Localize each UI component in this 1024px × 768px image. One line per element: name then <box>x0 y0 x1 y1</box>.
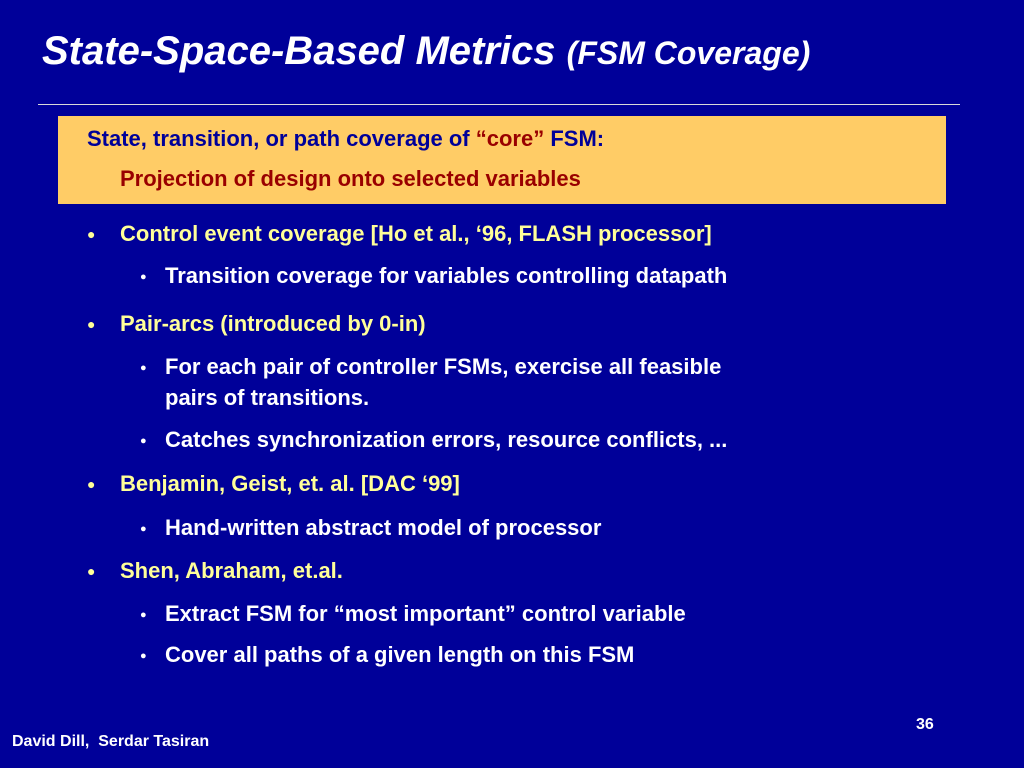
slide-title-main: State-Space-Based Metrics <box>42 29 556 73</box>
highlight-box <box>58 116 946 204</box>
bullet-dot-icon: ● <box>87 226 96 242</box>
sub-bullet-text: pairs of transitions. <box>165 385 370 410</box>
sub-bullet-text: For each pair of controller FSMs, exerci… <box>165 354 722 379</box>
bullet-text: Benjamin, Geist, et. al. [DAC ‘99] <box>120 471 460 496</box>
sub-bullet-dot-icon: ● <box>140 523 147 535</box>
footer-authors: David Dill, Serdar Tasiran <box>12 733 210 750</box>
sub-bullet-text: Transition coverage for variables contro… <box>165 263 728 288</box>
page-number: 36 <box>916 716 934 733</box>
bullet-dot-icon: ● <box>87 316 96 332</box>
title-divider <box>38 104 960 105</box>
sub-bullet-text: Extract FSM for “most important” control… <box>165 601 686 626</box>
sub-bullet-dot-icon: ● <box>140 271 147 283</box>
sub-bullet-text: Cover all paths of a given length on thi… <box>165 642 635 667</box>
sub-bullet-dot-icon: ● <box>140 609 147 621</box>
sub-bullet-dot-icon: ● <box>140 362 147 374</box>
bullet-dot-icon: ● <box>87 563 96 579</box>
bullet-text: Pair-arcs (introduced by 0-in) <box>120 311 426 336</box>
highlight-line-1: State, transition, or path coverage of “… <box>87 124 604 154</box>
highlight-line-1-prefix: State, transition, or path coverage of <box>87 126 476 151</box>
sub-bullet-text: Hand-written abstract model of processor <box>165 515 602 540</box>
sub-bullet-text: Catches synchronization errors, resource… <box>165 427 728 452</box>
slide-title: State-Space-Based Metrics (FSM Coverage) <box>42 24 810 80</box>
slide-title-sub: (FSM Coverage) <box>566 35 811 71</box>
highlight-core-word: “core” <box>475 126 545 151</box>
highlight-line-2: Projection of design onto selected varia… <box>120 166 581 191</box>
bullet-text: Control event coverage [Ho et al., ‘96, … <box>120 221 712 246</box>
sub-bullet-dot-icon: ● <box>140 435 147 447</box>
highlight-line-1-suffix: FSM: <box>544 126 605 151</box>
bullet-dot-icon: ● <box>87 476 96 492</box>
bullet-text: Shen, Abraham, et.al. <box>120 558 343 583</box>
sub-bullet-dot-icon: ● <box>140 650 147 662</box>
